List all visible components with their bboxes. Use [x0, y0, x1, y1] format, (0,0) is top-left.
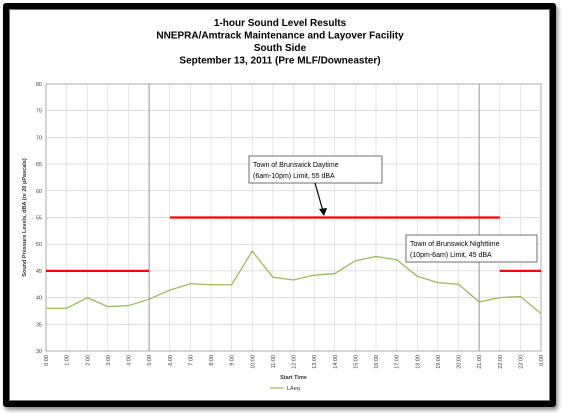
daytime-callout-arrowhead	[319, 208, 327, 216]
y-tick-label: 75	[36, 109, 42, 115]
series-point-laeq	[189, 283, 191, 285]
y-tick-label: 40	[36, 296, 42, 302]
x-tick-label: 22:00	[498, 355, 504, 369]
nighttime-callout-line-2: (10pm-6am) Limit, 45 dBA	[410, 252, 492, 259]
x-tick-label: 8:00	[209, 355, 215, 366]
x-tick-label: 21:00	[477, 355, 483, 369]
x-tick-label: 5:00	[147, 355, 153, 366]
series-point-laeq	[292, 279, 295, 281]
chart-panel: 1-hour Sound Level Results NNEPRA/Amtrac…	[9, 9, 550, 401]
x-tick-label: 19:00	[436, 355, 442, 369]
series-point-laeq	[45, 307, 47, 309]
series-point-laeq	[499, 297, 501, 299]
series-point-laeq	[334, 272, 336, 275]
series-point-laeq	[313, 274, 315, 276]
title-line-2: NNEPRA/Amtrack Maintenance and Layover F…	[156, 31, 404, 42]
y-tick-label: 65	[36, 162, 42, 168]
daytime-callout-line-1: Town of Brunswick Daytime	[253, 162, 339, 169]
y-tick-label: 45	[36, 269, 42, 275]
legend-label-laeq: LAeq	[287, 386, 300, 392]
x-tick-label: 4:00	[127, 355, 133, 366]
x-tick-label: 16:00	[374, 355, 380, 369]
x-tick-label: 12:00	[292, 355, 298, 369]
nighttime-callout-box	[405, 234, 538, 263]
x-tick-label: 1:00	[65, 355, 71, 366]
series-point-laeq	[478, 301, 480, 303]
series-point-laeq	[375, 255, 377, 258]
series-point-laeq	[272, 276, 274, 278]
title-line-4: September 13, 2011 (Pre MLF/Downeaster)	[179, 56, 380, 67]
series-point-laeq	[169, 289, 171, 291]
nighttime-limit-callout: Town of Brunswick Nighttime (10pm-6am) L…	[405, 234, 538, 263]
x-tick-label: 2:00	[85, 355, 91, 366]
x-tick-label: 15:00	[353, 355, 359, 369]
y-tick-label: 80	[36, 82, 42, 88]
chart-title: 1-hour Sound Level Results NNEPRA/Amtrac…	[156, 18, 404, 67]
chart-border: 1-hour Sound Level Results NNEPRA/Amtrac…	[3, 3, 556, 407]
series-point-laeq	[540, 313, 542, 315]
y-tick-label: 60	[36, 189, 42, 195]
x-tick-label: 9:00	[230, 355, 236, 366]
series-point-laeq	[107, 306, 109, 308]
limit-lines	[46, 216, 541, 272]
x-tick-label: 10:00	[250, 355, 256, 369]
x-tick-label: 7:00	[188, 355, 194, 366]
y-axis-label: Sound Pressure Levels, dBA (re 20 μPasca…	[22, 158, 28, 277]
y-tick-label: 35	[36, 322, 42, 328]
x-tick-label: 0:00	[539, 355, 545, 366]
daytime-limit-callout: Town of Brunswick Daytime (6am-10pm) Lim…	[248, 155, 383, 216]
daytime-callout-line-2: (6am-10pm) Limit, 55 dBA	[253, 173, 335, 180]
series-point-laeq	[66, 307, 68, 309]
series-point-laeq	[210, 284, 212, 286]
series-point-laeq	[437, 282, 439, 284]
y-tick-label: 30	[36, 349, 42, 355]
series-point-laeq	[396, 259, 398, 261]
y-tick-label: 70	[36, 135, 42, 141]
series-point-laeq	[148, 298, 150, 300]
x-tick-label: 13:00	[312, 355, 318, 369]
x-tick-label: 6:00	[168, 355, 174, 366]
x-tick-label: 23:00	[518, 355, 524, 369]
series-point-laeq	[86, 297, 88, 299]
series-lines	[45, 250, 542, 315]
series-point-laeq	[416, 275, 418, 277]
daytime-callout-box	[248, 155, 383, 184]
x-tick-label: 17:00	[395, 355, 401, 369]
x-tick-label: 0:00	[44, 355, 50, 366]
x-axis-label: Start Time	[280, 375, 307, 381]
y-tick-labels: 30 35 40 45 50 55 60 65 70 75 80	[36, 82, 42, 355]
title-line-1: 1-hour Sound Level Results	[214, 18, 347, 29]
x-tick-label: 3:00	[106, 355, 112, 366]
x-tick-labels: 0:00 1:00 2:00 3:00 4:00 5:00 6:00 7:00 8:00 9:00…	[44, 355, 545, 369]
series-point-laeq	[231, 284, 233, 286]
y-tick-label: 55	[36, 216, 42, 222]
series-point-laeq	[127, 305, 130, 307]
title-line-3: South Side	[254, 43, 307, 54]
series-point-laeq	[519, 295, 521, 298]
x-tick-label: 14:00	[333, 355, 339, 369]
x-tick-label: 11:00	[271, 355, 277, 368]
chart-legend: LAeq	[270, 386, 300, 392]
daytime-callout-arrow	[314, 182, 324, 212]
nighttime-callout-line-1: Town of Brunswick Nighttime	[410, 241, 500, 248]
sound-level-chart: 1-hour Sound Level Results NNEPRA/Amtrac…	[22, 18, 545, 392]
series-point-laeq	[354, 260, 356, 262]
y-tick-label: 50	[36, 242, 42, 248]
series-point-laeq	[251, 250, 253, 252]
x-tick-label: 18:00	[415, 355, 421, 369]
series-point-laeq	[457, 283, 460, 285]
x-tick-label: 20:00	[457, 355, 463, 369]
